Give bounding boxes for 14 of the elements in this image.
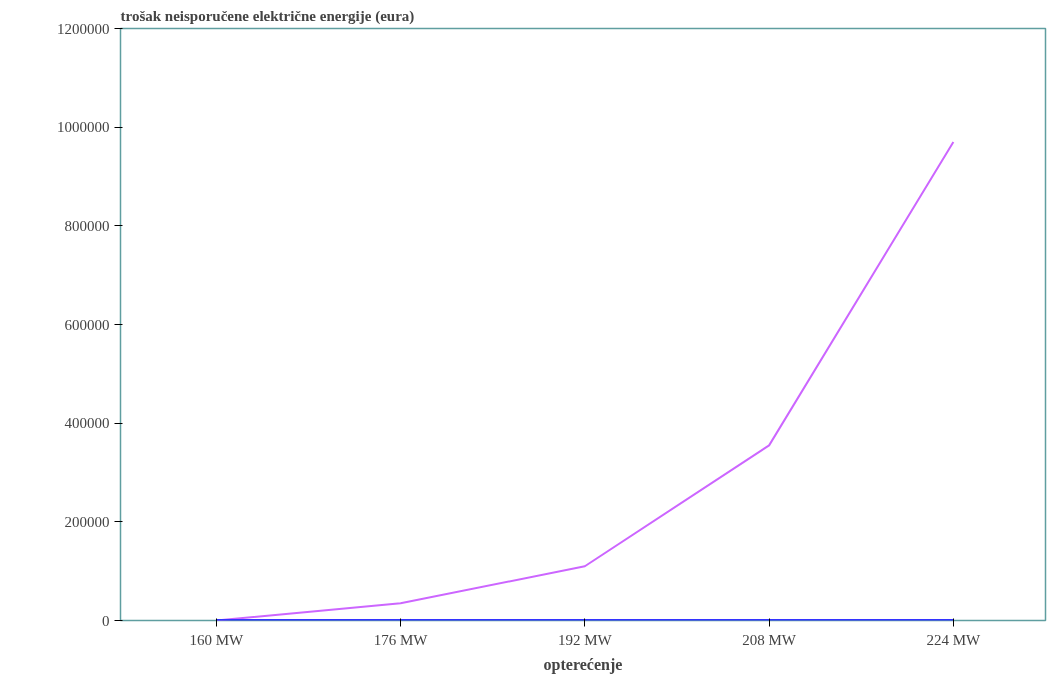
- y-tick-label: 400000: [64, 415, 110, 432]
- x-tick-label: 192 MW: [557, 631, 613, 648]
- x-tick-label: 208 MW: [742, 631, 797, 648]
- y-axis-title: trošak neisporučene električne energije (eura): [120, 7, 415, 25]
- y-tick-label: 1200000: [57, 20, 110, 37]
- x-axis-title: opterećenje: [543, 655, 623, 674]
- y-tick-label: 1000000: [57, 119, 110, 136]
- y-tick-label: 0: [102, 612, 110, 629]
- x-tick-label: 176 MW: [373, 631, 429, 648]
- y-tick-label: 600000: [64, 316, 110, 333]
- x-tick-label: 160 MW: [189, 631, 245, 648]
- x-tick-label: 224 MW: [926, 631, 982, 648]
- y-tick-label: 200000: [64, 513, 110, 530]
- y-tick-label: 800000: [64, 217, 110, 234]
